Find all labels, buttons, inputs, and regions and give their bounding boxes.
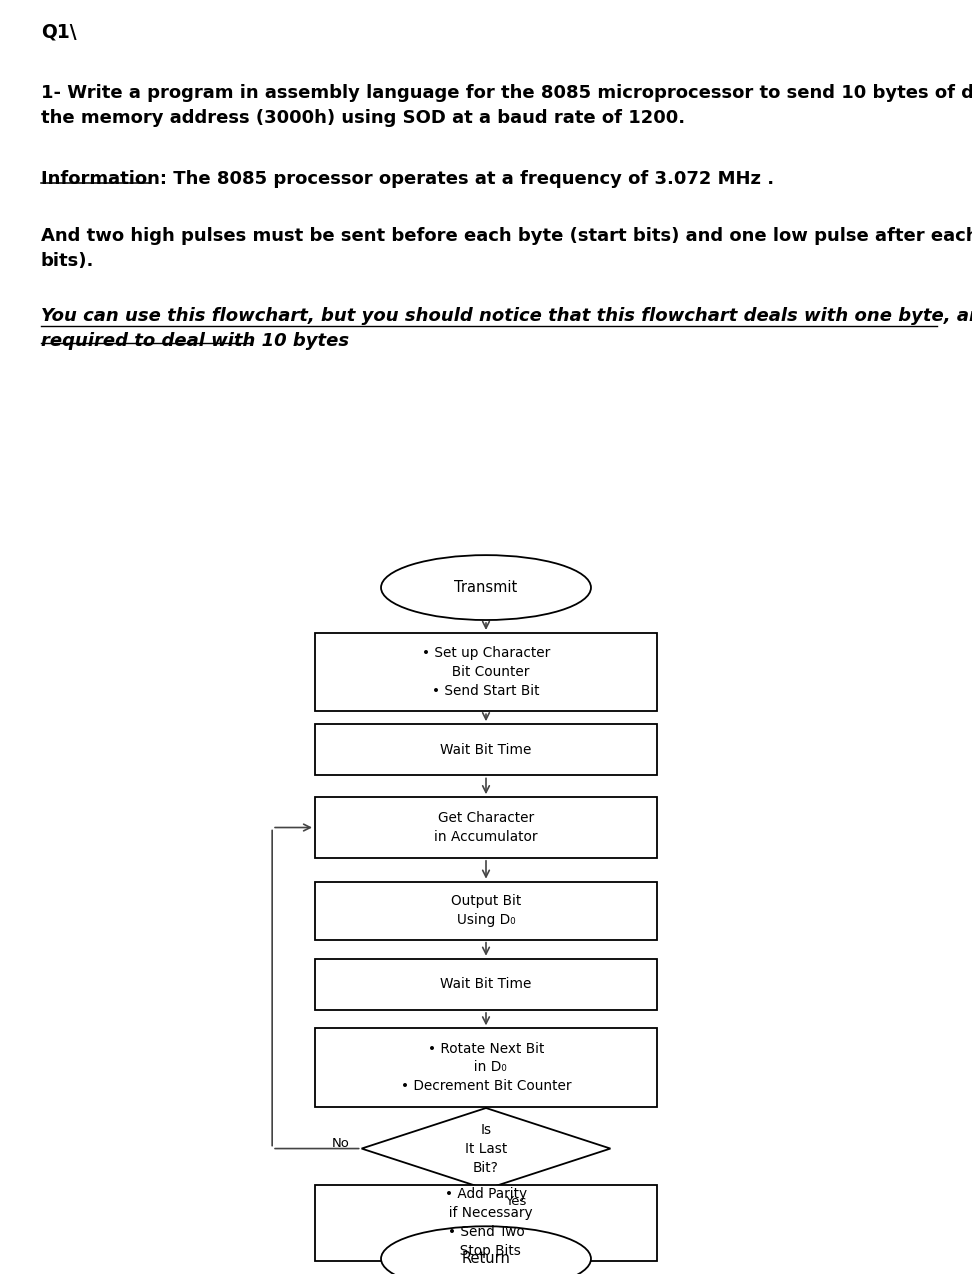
Text: Yes: Yes xyxy=(505,1194,527,1207)
Text: You can use this flowchart, but you should notice that this flowchart deals with: You can use this flowchart, but you shou… xyxy=(41,307,972,351)
Text: Return: Return xyxy=(462,1252,510,1266)
FancyBboxPatch shape xyxy=(315,959,657,1010)
Text: Transmit: Transmit xyxy=(454,580,518,595)
Polygon shape xyxy=(362,1108,610,1189)
FancyBboxPatch shape xyxy=(315,882,657,940)
Text: Q1\: Q1\ xyxy=(41,23,77,41)
Ellipse shape xyxy=(381,556,591,620)
FancyBboxPatch shape xyxy=(315,1185,657,1261)
FancyBboxPatch shape xyxy=(315,1028,657,1107)
Text: Wait Bit Time: Wait Bit Time xyxy=(440,978,532,991)
Text: Output Bit
Using D₀: Output Bit Using D₀ xyxy=(451,895,521,927)
Text: • Add Parity
  if Necessary
• Send Two
  Stop Bits: • Add Parity if Necessary • Send Two Sto… xyxy=(439,1188,533,1258)
Text: 1- Write a program in assembly language for the 8085 microprocessor to send 10 b: 1- Write a program in assembly language … xyxy=(41,84,972,127)
FancyBboxPatch shape xyxy=(315,724,657,776)
Text: Wait Bit Time: Wait Bit Time xyxy=(440,742,532,756)
FancyBboxPatch shape xyxy=(315,797,657,858)
Text: • Set up Character
  Bit Counter
• Send Start Bit: • Set up Character Bit Counter • Send St… xyxy=(422,646,550,698)
FancyBboxPatch shape xyxy=(315,632,657,712)
Text: Information: The 8085 processor operates at a frequency of 3.072 MHz .: Information: The 8085 processor operates… xyxy=(41,170,774,188)
Text: No: No xyxy=(332,1137,350,1149)
Text: • Rotate Next Bit
  in D₀
• Decrement Bit Counter: • Rotate Next Bit in D₀ • Decrement Bit … xyxy=(400,1042,572,1093)
Text: Is
It Last
Bit?: Is It Last Bit? xyxy=(465,1123,507,1175)
Text: Get Character
in Accumulator: Get Character in Accumulator xyxy=(434,812,538,844)
Ellipse shape xyxy=(381,1226,591,1280)
Text: And two high pulses must be sent before each byte (start bits) and one low pulse: And two high pulses must be sent before … xyxy=(41,227,972,270)
